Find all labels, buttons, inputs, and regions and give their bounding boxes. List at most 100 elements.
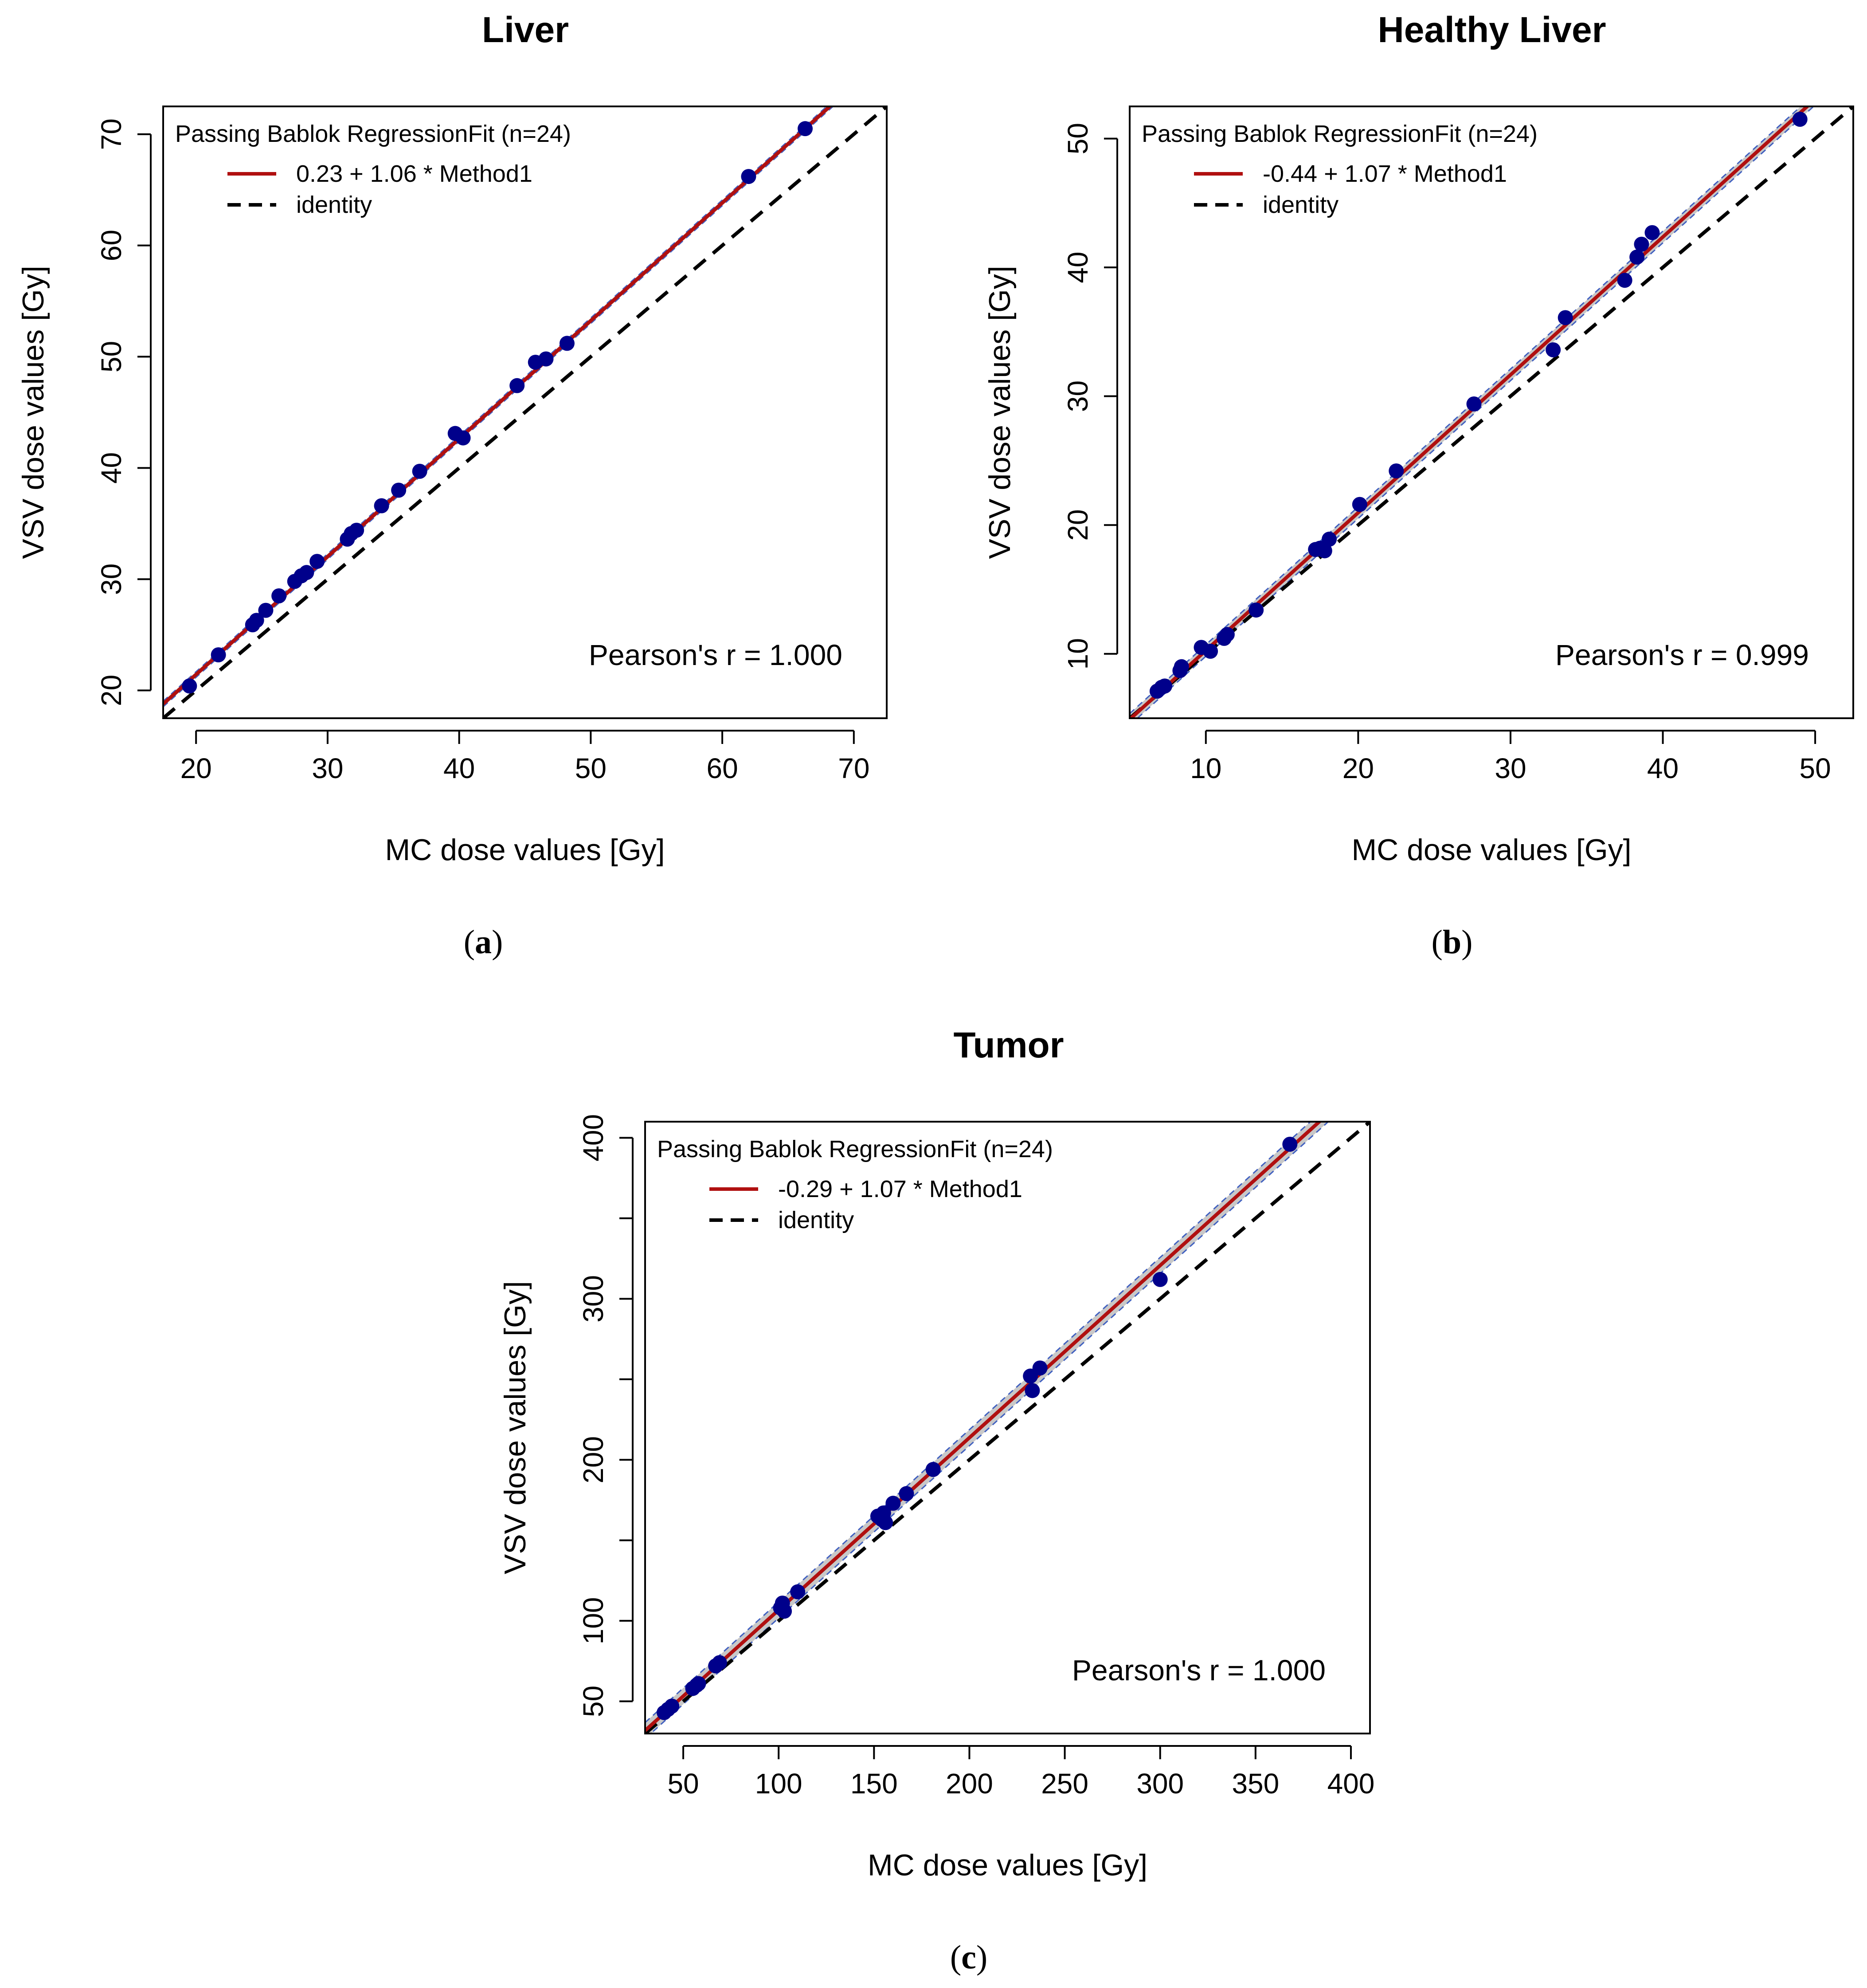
data-point — [538, 351, 554, 367]
data-point — [349, 522, 364, 538]
panel-caption: (a) — [464, 924, 503, 961]
y-tick-label: 300 — [577, 1275, 609, 1323]
data-point — [391, 482, 407, 498]
regression-fit-line — [645, 1122, 1322, 1732]
y-tick-label: 200 — [577, 1436, 609, 1483]
data-point — [1203, 643, 1218, 659]
pearson-annotation: Pearson's r = 0.999 — [1555, 638, 1809, 671]
legend-identity-label: identity — [1263, 192, 1339, 218]
data-point — [1032, 1360, 1048, 1376]
data-point — [1312, 540, 1328, 556]
legend-title: Passing Bablok RegressionFit (n=24) — [175, 121, 571, 147]
y-tick-label: 30 — [1062, 380, 1094, 412]
x-tick-label: 300 — [1136, 1768, 1184, 1800]
chart-title: Healthy Liver — [1378, 10, 1606, 50]
x-tick-label: 50 — [667, 1768, 699, 1800]
data-point — [874, 1512, 889, 1527]
x-axis-label: MC dose values [Gy] — [385, 833, 665, 867]
plot-area — [645, 1122, 1370, 1734]
y-tick-label: 30 — [95, 564, 127, 595]
legend-identity-label: identity — [296, 192, 372, 218]
panel-caption: (b) — [1432, 924, 1473, 961]
ci-upper-line — [1130, 106, 1802, 714]
data-point — [559, 336, 575, 351]
x-tick-label: 40 — [443, 752, 475, 784]
identity-line — [163, 106, 887, 718]
x-tick-label: 10 — [1190, 752, 1221, 784]
y-tick-label: 10 — [1062, 638, 1094, 669]
data-point — [271, 588, 287, 603]
caption-paren-open: ( — [464, 924, 475, 961]
chart-title: Liver — [482, 10, 569, 50]
plot-frame — [162, 106, 888, 719]
data-point — [1634, 236, 1649, 252]
data-point — [1389, 463, 1404, 479]
data-point — [1249, 602, 1264, 618]
x-tick-label: 60 — [706, 752, 738, 784]
data-point — [777, 1604, 792, 1619]
x-tick-label: 30 — [1495, 752, 1526, 784]
caption-letter: c — [961, 1939, 976, 1976]
panel-b: Healthy Liver 10 20 30 40 50 10 20 30 40 50 MC dose… — [983, 10, 1854, 961]
data-point — [741, 169, 756, 184]
data-point — [790, 1584, 806, 1600]
ci-upper-line — [645, 1122, 1311, 1723]
x-axis-label: MC dose values [Gy] — [1351, 833, 1631, 867]
y-axis-label: VSV dose values [Gy] — [983, 266, 1017, 559]
data-point — [1152, 1272, 1168, 1287]
plot-frame — [644, 1121, 1371, 1734]
data-point — [1157, 678, 1173, 694]
x-tick-label: 350 — [1232, 1768, 1279, 1800]
x-tick-label: 100 — [755, 1768, 802, 1800]
x-tick-label: 70 — [838, 752, 869, 784]
data-point — [712, 1655, 727, 1671]
y-tick-label: 100 — [577, 1597, 609, 1644]
legend-identity-label: identity — [778, 1207, 854, 1233]
legend-title: Passing Bablok RegressionFit (n=24) — [657, 1136, 1053, 1162]
x-tick-label: 40 — [1647, 752, 1679, 784]
data-point — [885, 1495, 901, 1511]
y-tick-label: 20 — [1062, 509, 1094, 541]
x-tick-label: 30 — [312, 752, 343, 784]
panel-caption: (c) — [950, 1939, 987, 1976]
y-tick-label: 20 — [95, 675, 127, 706]
x-axis-label: MC dose values [Gy] — [868, 1848, 1147, 1882]
caption-paren-open: ( — [950, 1939, 961, 1976]
x-tick-label: 50 — [575, 752, 607, 784]
y-axis-label: VSV dose values [Gy] — [16, 266, 50, 559]
x-tick-label: 250 — [1041, 1768, 1088, 1800]
caption-letter: b — [1443, 924, 1461, 961]
y-tick-label: 400 — [577, 1114, 609, 1162]
caption-paren-close: ) — [976, 1939, 987, 1976]
pearson-annotation: Pearson's r = 1.000 — [1072, 1654, 1326, 1687]
data-point — [1174, 659, 1189, 674]
data-point — [1558, 310, 1573, 325]
data-point — [1644, 225, 1660, 240]
data-point — [660, 1702, 676, 1717]
data-point — [1617, 273, 1632, 288]
legend-title: Passing Bablok RegressionFit (n=24) — [1142, 121, 1538, 147]
data-point — [1546, 342, 1561, 358]
x-tick-label: 150 — [850, 1768, 898, 1800]
data-point — [412, 463, 427, 479]
data-point — [258, 603, 274, 618]
legend-fit-label: 0.23 + 1.06 * Method1 — [296, 160, 532, 187]
y-tick-label: 50 — [95, 341, 127, 372]
data-point — [309, 554, 325, 569]
y-tick-label: 50 — [1062, 123, 1094, 154]
data-point — [1282, 1136, 1298, 1152]
caption-paren-close: ) — [1461, 924, 1472, 961]
pearson-annotation: Pearson's r = 1.000 — [589, 638, 842, 671]
plot-area — [1130, 106, 1853, 718]
plot-area — [163, 106, 887, 718]
legend-fit-label: -0.44 + 1.07 * Method1 — [1263, 160, 1507, 187]
data-point — [1352, 497, 1367, 512]
data-point — [211, 647, 226, 662]
x-tick-label: 20 — [180, 752, 212, 784]
data-point — [689, 1678, 705, 1693]
x-tick-label: 20 — [1343, 752, 1374, 784]
data-point — [899, 1486, 914, 1501]
identity-line — [1130, 106, 1853, 718]
data-point — [798, 121, 813, 137]
